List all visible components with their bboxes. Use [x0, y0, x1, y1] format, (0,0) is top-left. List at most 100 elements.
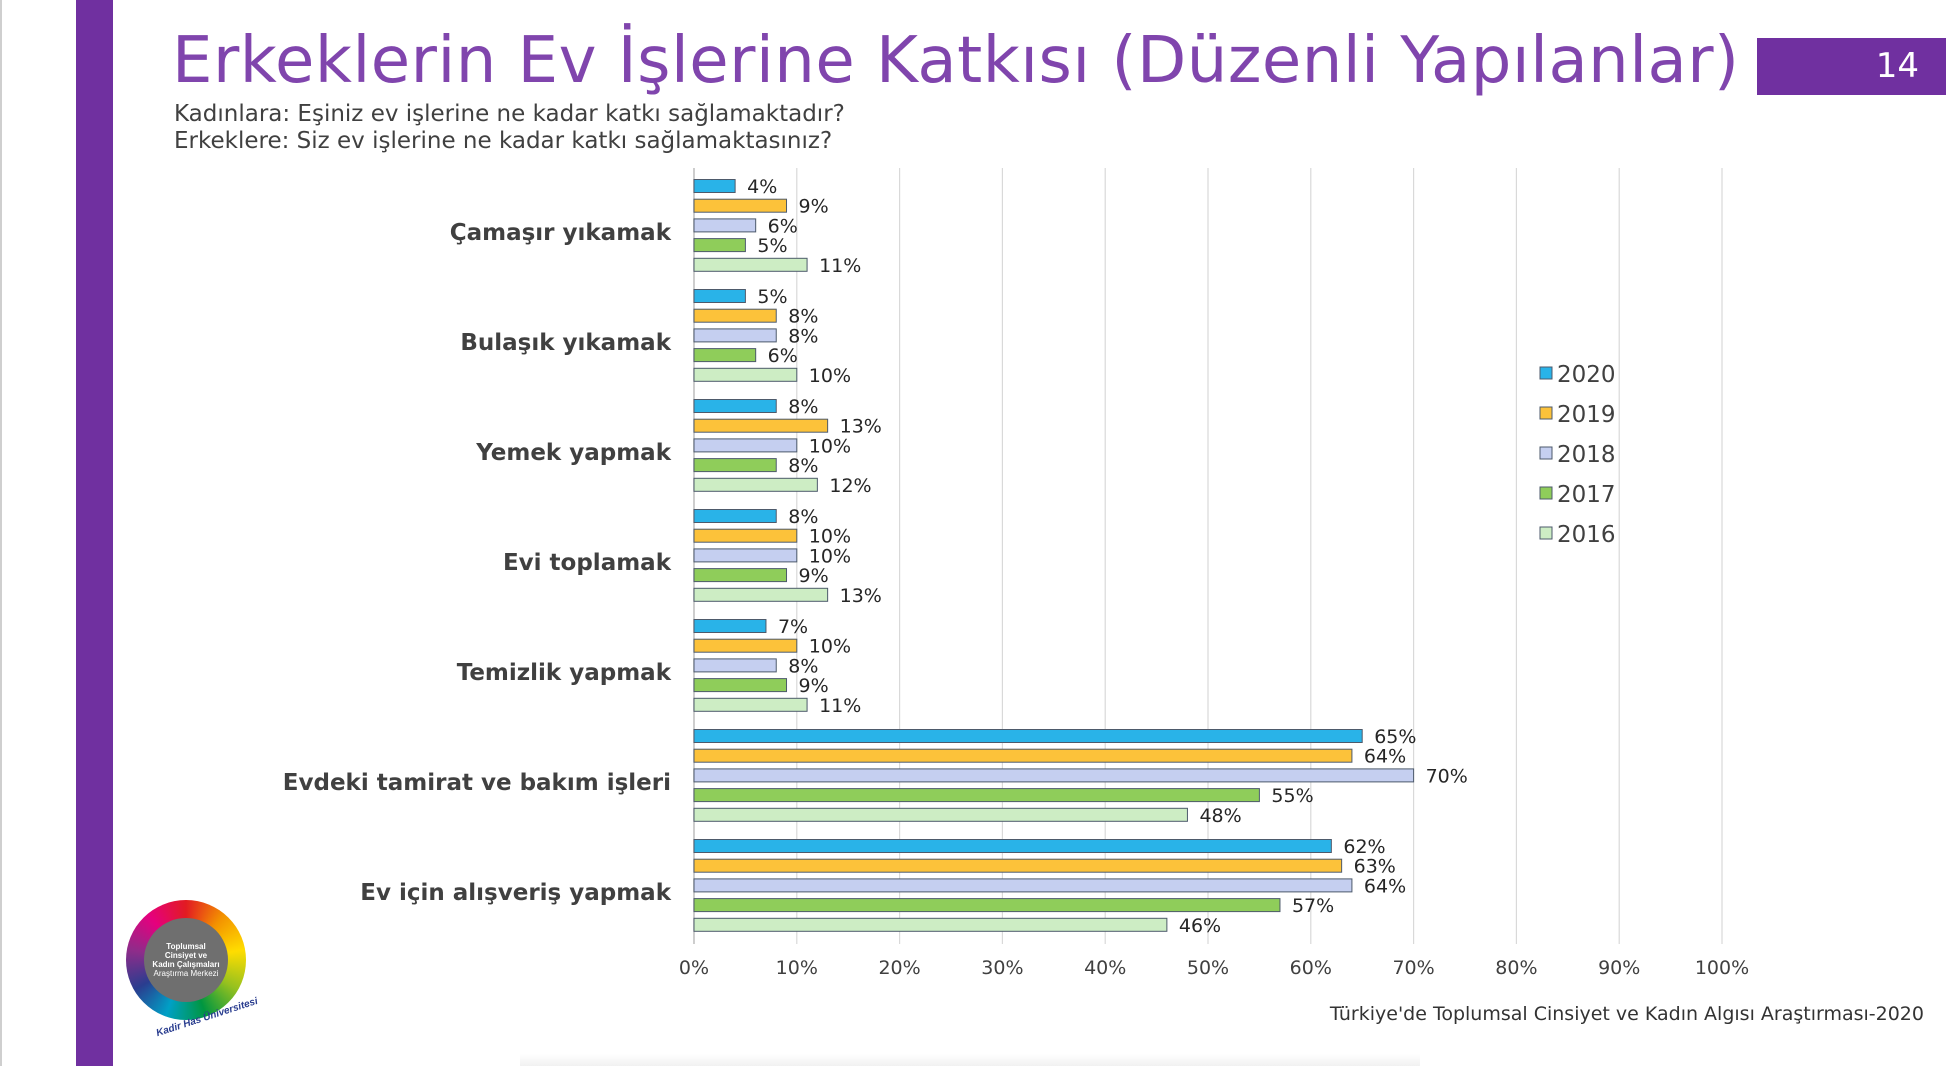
x-tick-label: 30%: [981, 957, 1023, 979]
category-label: Çamaşır yıkamak: [450, 220, 672, 246]
bar-2020: [693, 399, 777, 413]
bar-2018: [693, 768, 1415, 783]
legend-label: 2020: [1557, 362, 1616, 388]
data-label: 70%: [1426, 765, 1468, 787]
bar-2017: [693, 348, 757, 363]
x-tick-label: 40%: [1084, 957, 1126, 979]
window-edge: [0, 0, 2, 1066]
bar-2017: [693, 678, 788, 693]
legend-label: 2016: [1557, 522, 1616, 548]
bar-2016: [693, 367, 798, 382]
x-tick-label: 0%: [679, 957, 709, 979]
category-label: Evi toplamak: [503, 550, 672, 576]
bar-2019: [693, 858, 1343, 873]
legend-swatch-2019: [1539, 406, 1553, 420]
bar-2020: [693, 289, 746, 303]
bar-2016: [693, 587, 829, 602]
logo-text-line2: Cinsiyet ve: [164, 951, 208, 960]
category-label: Yemek yapmak: [475, 440, 671, 466]
bar-2018: [693, 548, 798, 563]
data-label: 8%: [788, 325, 818, 347]
data-label: 64%: [1364, 746, 1406, 768]
bar-2019: [693, 308, 777, 323]
data-label: 13%: [840, 416, 882, 438]
legend-swatch-2017: [1539, 486, 1553, 500]
data-label: 64%: [1364, 875, 1406, 897]
data-label: 62%: [1343, 836, 1385, 858]
x-axis-ticks: 0% 10% 20% 30% 40% 50% 60% 70% 80% 90% 100%: [679, 957, 1749, 979]
legend-swatch-2018: [1539, 446, 1553, 460]
x-tick-label: 70%: [1392, 957, 1434, 979]
category-label: Temizlik yapmak: [457, 660, 672, 686]
bar-2017: [693, 568, 788, 583]
data-label: 4%: [747, 176, 777, 198]
data-label: 63%: [1354, 856, 1396, 878]
data-label: 10%: [809, 435, 851, 457]
bar-2019: [693, 198, 788, 213]
data-label: 7%: [778, 616, 808, 638]
logo-text-line4: Araştırma Merkezi: [153, 969, 219, 978]
data-label: 57%: [1292, 895, 1334, 917]
x-tick-label: 10%: [776, 957, 818, 979]
category-label: Evdeki tamirat ve bakım işleri: [283, 770, 671, 796]
data-label: 46%: [1179, 915, 1221, 937]
legend-swatch-2020: [1539, 366, 1553, 380]
data-label: 5%: [757, 286, 787, 308]
data-label: 13%: [840, 585, 882, 607]
x-tick-label: 90%: [1598, 957, 1640, 979]
subtitle-women-question: Kadınlara: Eşiniz ev işlerine ne kadar k…: [174, 101, 845, 127]
category-label: Bulaşık yıkamak: [460, 330, 671, 356]
bar-2016: [693, 807, 1188, 822]
legend-label: 2019: [1557, 402, 1616, 428]
data-label: 55%: [1271, 785, 1313, 807]
page-number-badge: 14: [1757, 38, 1946, 95]
data-label: 9%: [799, 196, 829, 218]
footer-source-text: Türkiye'de Toplumsal Cinsiyet ve Kadın A…: [1329, 1003, 1924, 1025]
bar-2018: [693, 878, 1353, 893]
bar-2019: [693, 418, 829, 433]
data-label: 5%: [757, 235, 787, 257]
x-tick-label: 80%: [1495, 957, 1537, 979]
bar-2018: [693, 328, 777, 343]
data-label: 8%: [788, 455, 818, 477]
bar-2017: [693, 788, 1260, 803]
logo-text-line1: Toplumsal: [166, 942, 206, 951]
data-label: 9%: [799, 565, 829, 587]
data-label: 9%: [799, 675, 829, 697]
category-label: Ev için alışveriş yapmak: [360, 880, 671, 906]
x-tick-label: 60%: [1290, 957, 1332, 979]
accent-side-bar: [76, 0, 113, 1066]
bar-2017: [693, 238, 746, 253]
data-label: 48%: [1199, 805, 1241, 827]
legend-label: 2018: [1557, 442, 1616, 468]
bar-2017: [693, 458, 777, 473]
bars: 4%9%6%5%11%5%8%8%6%10%8%13%10%8%12%8%10%…: [693, 176, 1468, 937]
data-label: 12%: [829, 475, 871, 497]
data-label: 11%: [819, 255, 861, 277]
bar-2016: [693, 477, 818, 492]
bar-2016: [693, 917, 1168, 932]
bar-2020: [693, 619, 767, 633]
x-tick-label: 50%: [1187, 957, 1229, 979]
bar-2018: [693, 438, 798, 453]
bar-2018: [693, 658, 777, 673]
x-tick-label: 100%: [1695, 957, 1749, 979]
bar-2018: [693, 218, 757, 233]
legend-swatch-2016: [1539, 526, 1553, 540]
data-label: 11%: [819, 695, 861, 717]
bar-2020: [693, 839, 1332, 853]
bar-2019: [693, 638, 798, 653]
bar-2020: [693, 509, 777, 523]
legend: 2020 2019 2018 2017 2016: [1539, 362, 1616, 548]
data-label: 65%: [1374, 726, 1416, 748]
data-label: 8%: [788, 396, 818, 418]
bar-2017: [693, 898, 1281, 913]
bar-2016: [693, 257, 808, 272]
x-tick-label: 20%: [878, 957, 920, 979]
slide-title: Erkeklerin Ev İşlerine Katkısı (Düzenli …: [172, 24, 1740, 98]
data-label: 10%: [809, 545, 851, 567]
bar-2020: [693, 179, 736, 193]
legend-label: 2017: [1557, 482, 1616, 508]
bar-2020: [693, 729, 1363, 743]
